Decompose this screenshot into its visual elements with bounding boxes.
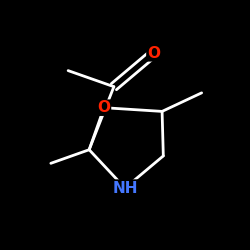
Text: O: O <box>147 46 160 61</box>
Text: NH: NH <box>112 180 138 196</box>
Text: O: O <box>98 100 110 115</box>
